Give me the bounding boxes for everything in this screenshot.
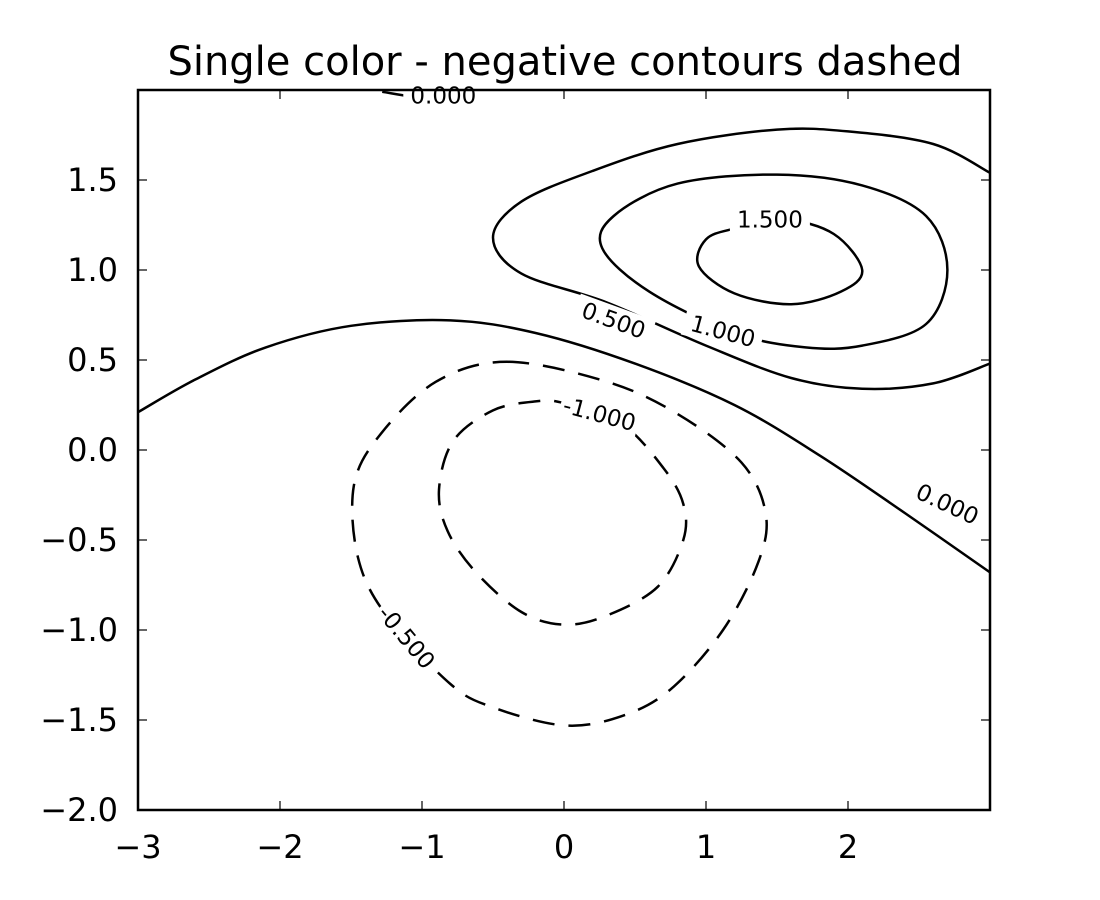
contour-label: 0.000: [410, 83, 476, 109]
y-tick-label: 1.0: [67, 251, 118, 289]
contour-lines: [138, 90, 990, 727]
contour-label-gap: [680, 307, 766, 356]
y-tick-label: 0.0: [67, 431, 118, 469]
x-tick-label: −3: [114, 828, 161, 866]
x-tick-label: −2: [256, 828, 303, 866]
contour-line-2: [138, 318, 990, 574]
contour-line-5: [598, 173, 949, 351]
x-tick-label: 1: [696, 828, 716, 866]
contour-label-group-3: 0.000: [403, 81, 484, 110]
contour-label-gap: [571, 293, 657, 348]
y-tick-label: −0.5: [40, 521, 118, 559]
contour-label-gap: [729, 205, 810, 234]
y-tick-label: −1.5: [40, 701, 118, 739]
x-tick-label: −1: [398, 828, 445, 866]
contour-label-gap: [369, 597, 443, 677]
y-tick-label: −1.0: [40, 611, 118, 649]
contour-label-gap: [557, 390, 642, 438]
contour-line-4: [491, 127, 990, 391]
x-tick-label: 2: [838, 828, 858, 866]
y-tick-label: 0.5: [67, 341, 118, 379]
contour-label: 1.500: [737, 208, 803, 234]
contour-label-gap: [905, 474, 990, 534]
contour-label-gap: [403, 81, 484, 110]
plot-frame: [136, 88, 992, 812]
y-tick-label: −2.0: [40, 791, 118, 829]
y-tick-label: 1.5: [67, 161, 118, 199]
contour-line-0: [437, 399, 688, 626]
contour-line-1: [350, 360, 768, 727]
chart-title: Single color - negative contours dashed: [167, 39, 962, 85]
contour-line-6: [695, 218, 864, 306]
x-tick-label: 0: [554, 828, 574, 866]
axis-ticks: −3 −2 −1 0 1 2 −2.0 −1.5 −1.0 −0.5 0.0 0.5 1.0 1.5: [40, 90, 990, 866]
contour-label-group-6: 1.500: [729, 205, 810, 234]
